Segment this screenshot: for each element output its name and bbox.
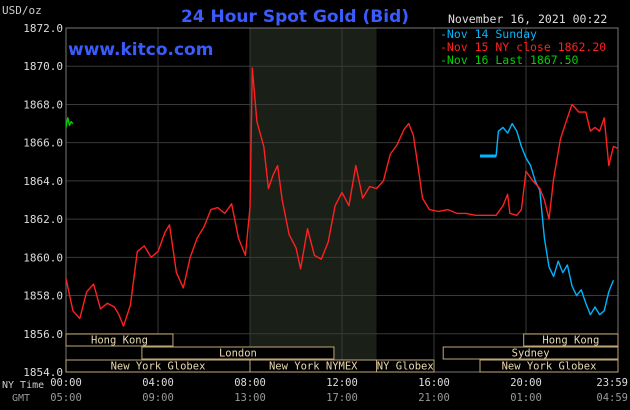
x-tick-label-gmt: 21:00 <box>418 392 450 404</box>
x-tick-label-ny: 00:00 <box>50 377 82 389</box>
x-tick-label-gmt: 01:00 <box>510 392 542 404</box>
ny-nymex-shaded-region <box>250 28 377 372</box>
price-series <box>65 67 619 327</box>
session-bar <box>141 346 335 360</box>
session-bar <box>376 359 435 373</box>
session-label: Hong Kong <box>542 335 599 347</box>
chart-title: 24 Hour Spot Gold (Bid) <box>181 7 409 27</box>
y-tick-label: 1856.0 <box>23 328 63 341</box>
y-tick-label: 1858.0 <box>23 290 63 303</box>
x-tick-label-ny: 04:00 <box>142 377 174 389</box>
session-label: New York NYMEX <box>269 361 358 373</box>
session-bar <box>479 359 619 373</box>
y-tick-label: 1862.0 <box>23 213 63 226</box>
legend-entry: -Nov 14 Sunday <box>440 27 537 41</box>
x-axis-ticks: 00:00 05:00 04:00 09:00 08:00 13:00 12:00 17:00… <box>50 377 628 404</box>
y-tick-label: 1872.0 <box>23 22 63 35</box>
x-tick-label-ny: 12:00 <box>326 377 358 389</box>
y-axis-ticks: 1872.0 1870.0 1868.0 1866.0 1864.0 1862.0 1860… <box>23 22 63 379</box>
legend-entry: -Nov 16 Last 1867.50 <box>440 53 579 67</box>
y-tick-label: 1868.0 <box>23 98 63 111</box>
session-label: London <box>219 348 257 360</box>
x-tick-label-ny: 20:00 <box>510 377 542 389</box>
trading-sessions: Hong Kong London New York Globex New York N… <box>65 333 619 373</box>
x-tick-label-gmt: 04:59 <box>596 392 628 404</box>
x-tick-label-gmt: 17:00 <box>326 392 358 404</box>
y-tick-label: 1854.0 <box>23 366 63 379</box>
series-line <box>65 117 74 128</box>
legend-entry: -Nov 15 NY close 1862.20 <box>440 40 606 54</box>
session-bar <box>523 333 619 347</box>
y-tick-label: 1864.0 <box>23 175 63 188</box>
series-line <box>480 122 615 316</box>
series-line <box>65 67 619 327</box>
x-axis-ny-time-label: NY Time <box>2 380 44 391</box>
x-tick-label-gmt: 13:00 <box>234 392 266 404</box>
session-bar <box>442 346 619 360</box>
session-label: New York Globex <box>502 361 597 373</box>
site-watermark: www.kitco.com <box>68 40 213 60</box>
session-label: Sydney <box>512 348 550 360</box>
legend: -Nov 14 Sunday-Nov 15 NY close 1862.20-N… <box>440 27 606 67</box>
x-tick-label-ny: 08:00 <box>234 377 266 389</box>
y-tick-label: 1866.0 <box>23 137 63 150</box>
chart-date-time: November 16, 2021 00:22 <box>448 12 607 26</box>
session-label: NY Globex <box>377 361 434 373</box>
x-tick-label-ny: 16:00 <box>418 377 450 389</box>
session-label: New York Globex <box>111 361 206 373</box>
y-tick-label: 1870.0 <box>23 60 63 73</box>
y-tick-label: 1860.0 <box>23 251 63 264</box>
session-bar <box>65 333 174 347</box>
x-tick-label-ny: 23:59 <box>596 377 628 389</box>
x-tick-label-gmt: 09:00 <box>142 392 174 404</box>
x-tick-label-gmt: 05:00 <box>50 392 82 404</box>
y-axis-unit-label: USD/oz <box>2 4 42 17</box>
x-axis-gmt-label: GMT <box>12 393 30 404</box>
session-label: Hong Kong <box>91 335 148 347</box>
